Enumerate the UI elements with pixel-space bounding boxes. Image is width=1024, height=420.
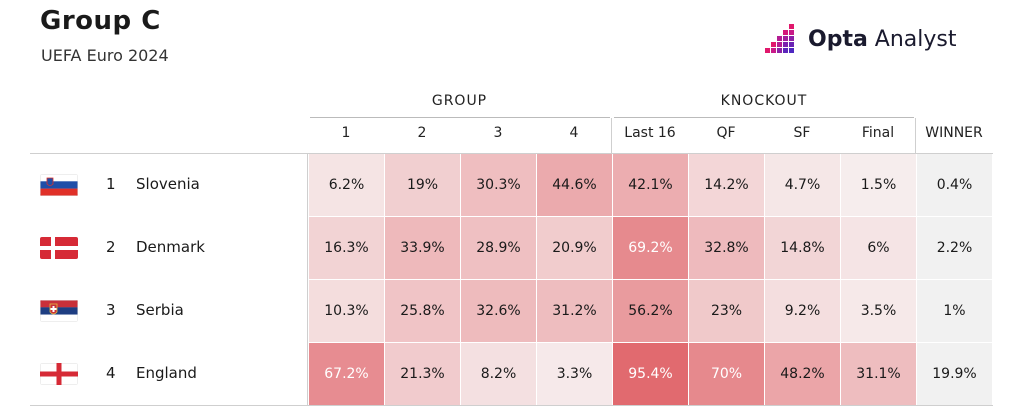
heatmap-cell: 42.1%	[613, 154, 688, 216]
col-header-winner: WINNER	[925, 125, 983, 141]
heatmap-cell: 31.2%	[537, 280, 612, 342]
heatmap-cell: 56.2%	[613, 280, 688, 342]
table-top-rule	[30, 153, 993, 154]
group-knockout-separator	[611, 118, 612, 153]
team-rank: 3	[106, 301, 116, 319]
heatmap-cell: 0.4%	[917, 154, 992, 216]
heatmap-cell: 6.2%	[309, 154, 384, 216]
opta-bars-icon	[765, 24, 794, 53]
col-header-qf: QF	[716, 125, 736, 141]
col-header-sf: SF	[793, 125, 811, 141]
knockout-stage-header: KNOCKOUT	[720, 93, 808, 109]
team-row-denmark: 2 Denmark	[30, 217, 308, 277]
opta-analyst-logo: Opta Analyst	[764, 22, 957, 56]
denmark-flag-icon	[40, 237, 78, 259]
team-name: Serbia	[136, 301, 184, 319]
heatmap-cell: 48.2%	[765, 343, 840, 405]
heatmap-cell: 4.7%	[765, 154, 840, 216]
heatmap-cell: 14.8%	[765, 217, 840, 279]
heatmap-cell: 23%	[689, 280, 764, 342]
heatmap-cell: 19%	[385, 154, 460, 216]
col-header-final: Final	[861, 125, 895, 141]
heatmap-cell: 21.3%	[385, 343, 460, 405]
team-row-serbia: 3 Serbia	[30, 280, 308, 340]
team-rank: 1	[106, 175, 116, 193]
heatmap-cell: 1.5%	[841, 154, 916, 216]
heatmap-cell: 32.8%	[689, 217, 764, 279]
team-rank: 4	[106, 364, 116, 382]
heatmap-cell: 10.3%	[309, 280, 384, 342]
team-column-separator	[307, 154, 308, 405]
table-bottom-rule	[30, 405, 993, 406]
knockout-winner-separator	[915, 118, 916, 153]
page-title: Group C	[40, 6, 161, 36]
col-header-group-1: 1	[341, 125, 351, 141]
heatmap-cell: 3.5%	[841, 280, 916, 342]
col-header-group-2: 2	[417, 125, 427, 141]
heatmap-cell: 32.6%	[461, 280, 536, 342]
group-header-rule	[310, 117, 610, 118]
heatmap-cell: 28.9%	[461, 217, 536, 279]
team-name: England	[136, 364, 197, 382]
heatmap-cell: 25.8%	[385, 280, 460, 342]
team-rank: 2	[106, 238, 116, 256]
serbia-flag-icon	[40, 300, 78, 322]
team-name: Slovenia	[136, 175, 200, 193]
logo-wordmark: Opta Analyst	[808, 26, 957, 52]
heatmap-cell: 9.2%	[765, 280, 840, 342]
heatmap-cell: 6%	[841, 217, 916, 279]
england-flag-icon	[40, 363, 78, 385]
heatmap-cell: 19.9%	[917, 343, 992, 405]
team-row-slovenia: 1 Slovenia	[30, 154, 308, 214]
team-row-england: 4 England	[30, 343, 308, 403]
heatmap-cell: 44.6%	[537, 154, 612, 216]
group-stage-header: GROUP	[431, 93, 488, 109]
heatmap-cell: 14.2%	[689, 154, 764, 216]
heatmap-cell: 8.2%	[461, 343, 536, 405]
heatmap-cell: 67.2%	[309, 343, 384, 405]
knockout-header-rule	[614, 117, 914, 118]
slovenia-flag-icon	[40, 174, 78, 196]
heatmap-cell: 31.1%	[841, 343, 916, 405]
heatmap-cell: 3.3%	[537, 343, 612, 405]
heatmap-cell: 20.9%	[537, 217, 612, 279]
col-header-last-16: Last 16	[624, 125, 676, 141]
heatmap-cell: 33.9%	[385, 217, 460, 279]
heatmap-cell: 95.4%	[613, 343, 688, 405]
heatmap-cell: 70%	[689, 343, 764, 405]
heatmap-cell: 30.3%	[461, 154, 536, 216]
heatmap-cell: 69.2%	[613, 217, 688, 279]
heatmap-cell: 2.2%	[917, 217, 992, 279]
col-header-group-3: 3	[493, 125, 503, 141]
col-header-group-4: 4	[569, 125, 579, 141]
team-name: Denmark	[136, 238, 205, 256]
heatmap-cell: 1%	[917, 280, 992, 342]
heatmap-cell: 16.3%	[309, 217, 384, 279]
page-subtitle: UEFA Euro 2024	[41, 46, 169, 65]
